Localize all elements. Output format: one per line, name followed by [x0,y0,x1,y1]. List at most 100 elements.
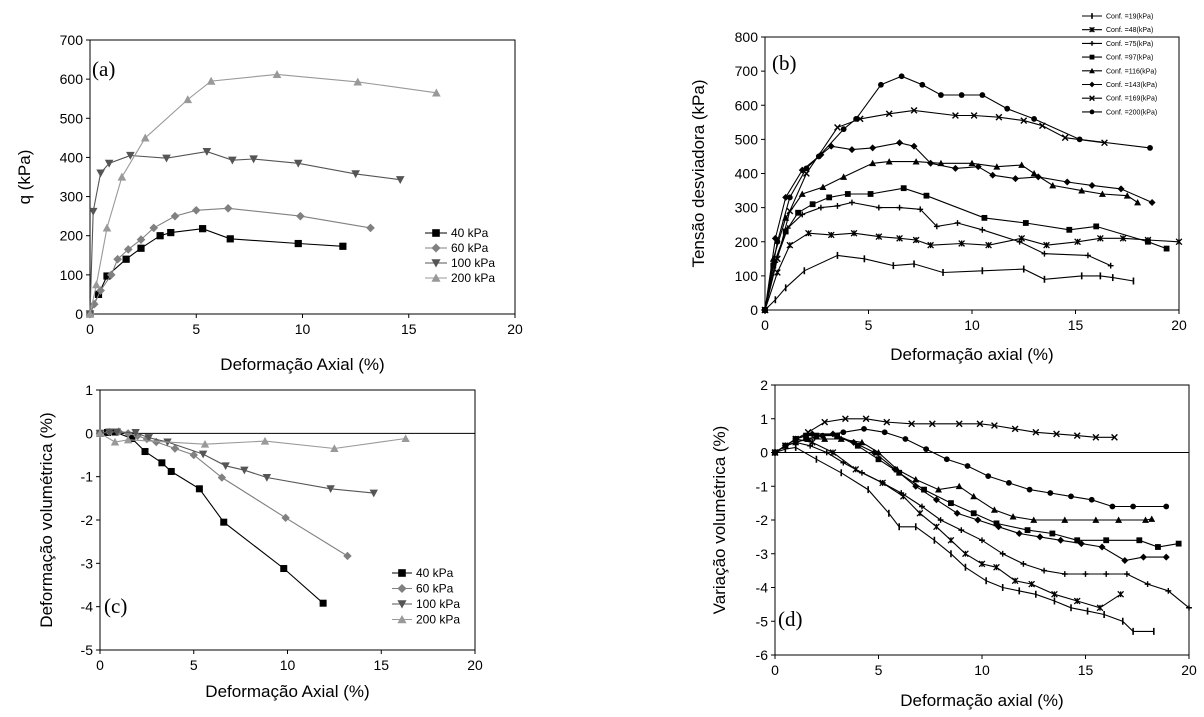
y-tick-label: 500 [735,131,759,147]
data-point [840,126,847,133]
data-point [95,429,105,437]
series-line [99,431,374,494]
x-tick-label: 15 [1078,662,1094,678]
data-point [202,147,212,156]
series-line [99,431,324,604]
data-point [1111,433,1118,441]
data-point [401,434,410,443]
data-point [103,272,111,280]
data-point [85,309,95,318]
data-point [898,490,905,496]
data-point [927,159,935,167]
data-point [1088,496,1095,503]
data-point [183,95,193,104]
series-4 [771,435,1156,523]
y-tick-label: 800 [735,29,759,45]
y-tick-label: 100 [60,267,84,283]
data-point [1136,537,1143,544]
chart-panel-c: 0 5 10 15 20 -5 -4 -3 -2 -1 0 1 Deformação Axial (%)… [37,382,483,701]
data-point [769,255,777,262]
data-point [974,163,982,171]
y-tick-label: 100 [735,268,759,284]
data-point [875,204,882,211]
legend-marker [1089,109,1095,115]
data-point [1020,560,1027,567]
data-point [1011,577,1019,585]
data-point [1175,238,1183,246]
data-point [1057,536,1065,544]
data-point [249,155,258,164]
data-point [1043,241,1050,249]
data-point [970,492,978,500]
data-point [774,238,781,245]
data-point [1066,226,1073,233]
x-axis-title: Deformação axial (%) [890,345,1053,364]
data-point [938,92,944,98]
series-0 [86,225,347,318]
data-point [1030,516,1038,523]
data-point [1061,134,1069,142]
data-point [112,428,122,437]
data-point [927,241,934,249]
series-line [89,207,371,315]
data-point [999,550,1006,557]
data-point [795,209,802,216]
data-point [834,203,841,209]
data-point [817,204,824,211]
data-point [932,496,940,504]
y-axis-title: Tensão desviadora (kPa) [689,79,708,267]
legend-label: 40 kPa [416,566,454,580]
data-point [955,482,963,490]
data-point [771,234,779,242]
data-point [774,255,781,263]
x-tick-label: 20 [507,321,523,337]
data-point [1036,533,1044,541]
y-tick-label: 0 [750,302,758,318]
data-point [943,456,950,463]
x-tick-label: 5 [875,662,883,678]
data-point [1024,527,1031,534]
data-point [162,154,171,163]
data-point [908,420,916,428]
series-line [764,201,1111,311]
data-point [837,435,845,442]
data-point [985,473,992,480]
data-point [1022,220,1029,226]
series-line [764,187,1167,311]
series-line [774,446,1154,632]
data-point [993,163,1001,170]
x-tick-label: 10 [280,657,296,673]
data-point [217,473,227,482]
series-1 [85,203,375,319]
x-tick-label: 15 [373,657,389,673]
data-point [96,169,105,178]
data-point [870,449,878,456]
legend-label: Conf. =200(kPa) [1106,109,1157,116]
data-point [1165,587,1172,594]
data-point [829,449,837,456]
data-point [921,486,927,493]
data-point [294,239,302,248]
y-tick-label: -5 [81,642,94,658]
legend-marker [1089,54,1095,60]
data-point [1078,187,1086,194]
legend-marker [397,600,407,609]
data-point [1032,428,1040,436]
data-point [240,466,249,475]
data-point [1006,479,1012,486]
data-point [826,194,833,201]
series-line [99,431,348,557]
data-point [928,420,936,428]
data-point [1092,433,1100,441]
data-point [319,599,327,607]
series-6 [761,106,1108,314]
x-tick-label: 0 [86,321,94,337]
data-point [226,235,234,243]
data-point [955,420,963,428]
series-4 [761,158,1142,313]
data-point [105,428,114,437]
data-point [272,70,282,79]
data-point [1124,571,1130,577]
y-tick-label: -5 [756,613,769,629]
x-tick-label: 10 [295,321,311,337]
